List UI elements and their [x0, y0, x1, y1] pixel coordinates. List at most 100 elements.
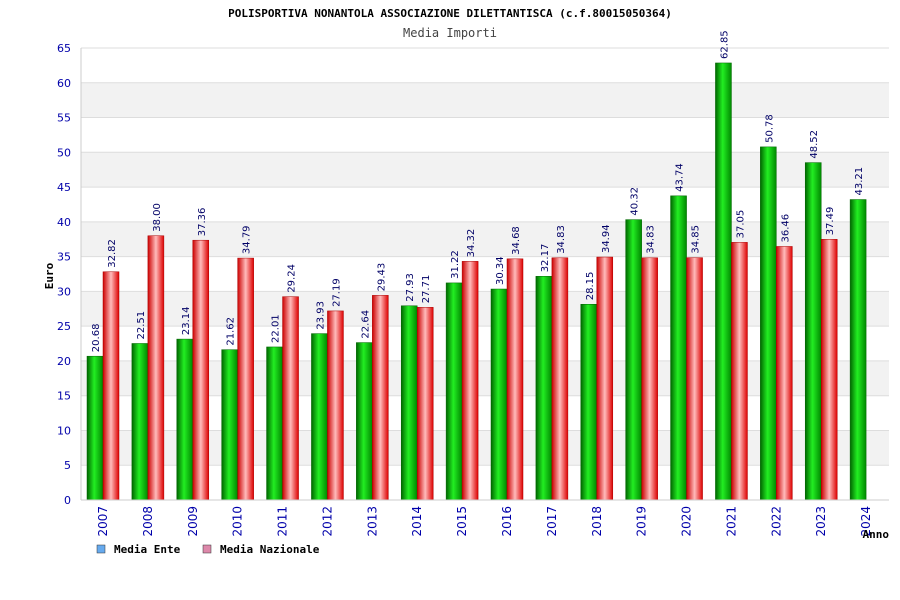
grid-band — [81, 221, 889, 257]
grid-band — [81, 430, 889, 466]
x-tick-label-2007: 2007 — [96, 506, 110, 537]
data-label-media-ente-2010: 21.62 — [226, 317, 237, 346]
bar-media-ente-2008 — [131, 343, 149, 501]
data-label-media-ente-2015: 31.22 — [450, 250, 461, 279]
data-label-media-ente-2009: 23.14 — [181, 306, 192, 335]
legend-label-media-nazionale: Media Nazionale — [220, 543, 320, 556]
x-axis-label: Anno — [863, 528, 890, 541]
bar-media-nazionale-2017 — [551, 257, 569, 501]
data-label-media-nazionale-2020: 34.85 — [691, 225, 702, 254]
data-label-media-ente-2014: 27.93 — [405, 273, 416, 302]
bars — [86, 62, 867, 501]
grid-band — [81, 152, 889, 188]
legend-swatch-media-nazionale — [202, 544, 212, 554]
data-label-media-nazionale-2011: 29.24 — [287, 264, 298, 293]
bar-media-nazionale-2013 — [372, 295, 389, 501]
bar-media-ente-2017 — [535, 276, 553, 501]
bar-media-ente-2012 — [311, 333, 328, 501]
bar-media-ente-2014 — [400, 305, 418, 501]
bar-media-ente-2015 — [445, 282, 463, 501]
legend: Media Ente Media Nazionale — [96, 543, 320, 556]
bar-media-ente-2021 — [715, 62, 732, 501]
bar-media-nazionale-2020 — [686, 257, 703, 501]
x-tick-label-2016: 2016 — [500, 506, 514, 537]
bar-media-ente-2011 — [266, 346, 283, 501]
y-axis-label: Euro — [43, 262, 56, 289]
data-label-media-ente-2016: 30.34 — [495, 256, 506, 285]
x-tick-label-2009: 2009 — [186, 506, 200, 537]
x-tick-label-2021: 2021 — [724, 506, 738, 537]
y-tick-label: 55 — [57, 112, 71, 125]
plot-background — [81, 82, 889, 466]
legend-swatch-media-ente — [96, 544, 106, 554]
x-tick-label-2012: 2012 — [320, 506, 334, 537]
bar-media-nazionale-2008 — [147, 235, 165, 501]
y-tick-label: 65 — [57, 42, 71, 55]
data-labels: 20.68 32.82 22.51 38.00 23.14 37.36 21.62 34.79… — [91, 30, 865, 352]
bar-media-nazionale-2018 — [596, 256, 614, 501]
y-tick-label: 0 — [64, 494, 71, 507]
data-label-media-nazionale-2007: 32.82 — [107, 239, 118, 268]
data-label-media-ente-2012: 23.93 — [315, 301, 326, 330]
data-label-media-ente-2018: 28.15 — [585, 272, 596, 301]
y-tick-label: 50 — [57, 146, 71, 159]
data-label-media-ente-2023: 48.52 — [809, 130, 820, 159]
data-label-media-ente-2008: 22.51 — [136, 311, 147, 340]
bar-media-ente-2007 — [86, 355, 104, 501]
x-tick-label-2019: 2019 — [635, 506, 649, 537]
bar-media-nazionale-2011 — [282, 296, 299, 501]
data-label-media-ente-2021: 62.85 — [719, 30, 730, 59]
bar-media-ente-2024 — [849, 199, 867, 501]
bar-media-nazionale-2023 — [820, 239, 838, 501]
x-tick-label-2008: 2008 — [141, 506, 155, 537]
bar-media-ente-2009 — [176, 338, 194, 501]
data-label-media-nazionale-2022: 36.46 — [780, 214, 791, 243]
data-label-media-nazionale-2015: 34.32 — [466, 229, 477, 258]
x-tick-label-2013: 2013 — [365, 506, 379, 537]
chart-subtitle: Media Importi — [403, 26, 497, 40]
bar-media-nazionale-2014 — [416, 307, 434, 501]
y-tick-label: 15 — [57, 390, 71, 403]
data-label-media-nazionale-2023: 37.49 — [825, 207, 836, 236]
bar-media-nazionale-2015 — [461, 261, 479, 501]
x-tick-label-2017: 2017 — [545, 506, 559, 537]
data-label-media-nazionale-2017: 34.83 — [556, 225, 567, 254]
y-tick-label: 35 — [57, 251, 71, 264]
data-label-media-nazionale-2019: 34.83 — [646, 225, 657, 254]
bar-media-ente-2016 — [490, 288, 508, 501]
bar-media-ente-2022 — [760, 146, 777, 501]
legend-label-media-ente: Media Ente — [114, 543, 181, 556]
data-label-media-nazionale-2018: 34.94 — [601, 224, 612, 253]
bar-media-nazionale-2021 — [731, 242, 748, 501]
data-label-media-nazionale-2009: 37.36 — [197, 208, 208, 237]
y-tick-label: 5 — [64, 459, 71, 472]
bar-media-nazionale-2019 — [641, 257, 658, 501]
bar-media-ente-2018 — [580, 303, 598, 501]
bar-media-nazionale-2012 — [327, 310, 344, 501]
data-label-media-ente-2024: 43.21 — [854, 167, 865, 196]
data-label-media-nazionale-2008: 38.00 — [152, 203, 163, 232]
chart-title: POLISPORTIVA NONANTOLA ASSOCIAZIONE DILE… — [228, 7, 672, 20]
data-label-media-ente-2011: 22.01 — [271, 314, 282, 343]
x-tick-label-2010: 2010 — [231, 506, 245, 537]
grid-band — [81, 291, 889, 327]
y-tick-label: 30 — [57, 285, 71, 298]
bar-media-ente-2023 — [804, 162, 822, 501]
x-tick-label-2023: 2023 — [814, 506, 828, 537]
y-tick-label: 45 — [57, 181, 71, 194]
x-tick-label-2018: 2018 — [590, 506, 604, 537]
data-label-media-ente-2017: 32.17 — [540, 244, 551, 273]
y-tick-label: 20 — [57, 355, 71, 368]
y-tick-label: 10 — [57, 424, 71, 437]
x-tick-label-2024: 2024 — [859, 506, 873, 537]
data-label-media-ente-2019: 40.32 — [630, 187, 641, 216]
data-label-media-nazionale-2013: 29.43 — [376, 263, 387, 292]
x-axis-ticks: 2007 2008 2009 2010 2011 2012 2013 2014 2015 2016… — [96, 506, 873, 537]
x-tick-label-2022: 2022 — [769, 506, 783, 537]
data-label-media-nazionale-2010: 34.79 — [242, 225, 253, 254]
data-label-media-ente-2022: 50.78 — [764, 114, 775, 143]
data-label-media-nazionale-2014: 27.71 — [421, 275, 432, 304]
data-label-media-ente-2013: 22.64 — [360, 310, 371, 339]
data-label-media-nazionale-2012: 27.19 — [331, 278, 342, 307]
